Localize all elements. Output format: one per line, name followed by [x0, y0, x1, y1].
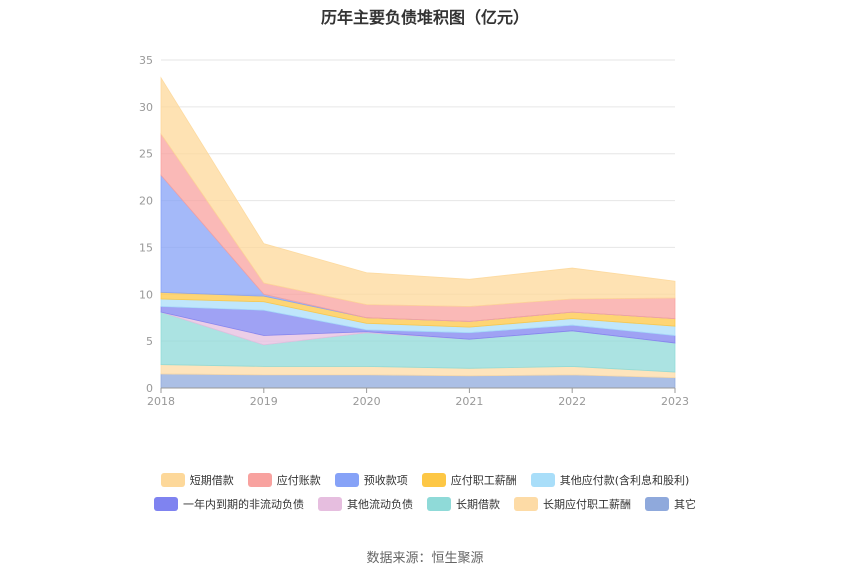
legend-item[interactable]: 其它 — [645, 496, 696, 512]
y-tick-label: 10 — [139, 288, 153, 301]
legend-label: 长期应付职工薪酬 — [543, 498, 631, 511]
x-tick-label: 2020 — [353, 395, 381, 408]
legend-item[interactable]: 一年内到期的非流动负债 — [154, 496, 304, 512]
legend-item[interactable]: 其他流动负债 — [318, 496, 413, 512]
legend-label: 短期借款 — [189, 474, 234, 487]
legend-row: 短期借款 应付账款 预收款项 应付职工薪酬 其他应付款(含利息和股利) — [0, 472, 850, 488]
legend-label: 其他应付款(含利息和股利) — [559, 474, 690, 487]
legend-item[interactable]: 应付职工薪酬 — [421, 472, 517, 488]
x-tick-label: 2022 — [558, 395, 586, 408]
chart-title: 历年主要负债堆积图（亿元） — [320, 8, 529, 27]
legend-item[interactable]: 长期借款 — [427, 496, 500, 512]
x-tick-label: 2018 — [147, 395, 175, 408]
legend-label: 应付账款 — [276, 474, 321, 487]
x-tick-label: 2021 — [455, 395, 483, 408]
legend-swatch — [645, 497, 669, 511]
legend-swatch — [154, 497, 178, 511]
y-tick-label: 0 — [146, 382, 153, 395]
legend-label: 一年内到期的非流动负债 — [183, 498, 304, 511]
legend-label: 长期借款 — [456, 498, 500, 511]
legend: 短期借款 应付账款 预收款项 应付职工薪酬 其他应付款(含利息和股利) 一年内到期的非流动… — [0, 472, 850, 520]
legend-item[interactable]: 短期借款 — [160, 472, 234, 488]
x-tick-label: 2019 — [250, 395, 278, 408]
area-series-9[interactable] — [160, 76, 676, 307]
legend-item[interactable]: 应付账款 — [247, 472, 321, 488]
legend-swatch — [421, 473, 446, 487]
y-tick-label: 15 — [139, 241, 153, 254]
legend-item[interactable]: 其他应付款(含利息和股利) — [530, 472, 690, 488]
legend-swatch — [334, 473, 359, 487]
legend-label: 其他流动负债 — [347, 498, 413, 511]
legend-swatch — [318, 497, 342, 511]
legend-label: 其它 — [674, 498, 696, 511]
legend-item[interactable]: 预收款项 — [334, 472, 408, 488]
y-tick-label: 5 — [146, 335, 153, 348]
legend-swatch — [427, 497, 451, 511]
tick-labels: 0 5 10 15 20 25 30 35 2018 2019 2020 2021 2022 2023 — [139, 54, 689, 408]
area-series-0[interactable] — [160, 373, 676, 389]
y-tick-label: 20 — [139, 195, 153, 208]
data-source: 数据来源：恒生聚源 — [366, 551, 484, 566]
legend-label: 预收款项 — [363, 474, 408, 487]
legend-row: 一年内到期的非流动负债 其他流动负债 长期借款 长期应付职工薪酬 其它 — [0, 496, 850, 512]
legend-label: 应付职工薪酬 — [450, 474, 517, 487]
y-tick-label: 35 — [139, 54, 153, 67]
legend-item[interactable]: 长期应付职工薪酬 — [514, 496, 631, 512]
y-tick-label: 30 — [139, 101, 153, 114]
area-series — [160, 76, 676, 389]
y-tick-label: 25 — [139, 148, 153, 161]
legend-swatch — [530, 473, 555, 487]
x-axis — [160, 387, 676, 393]
legend-swatch — [514, 497, 538, 511]
legend-swatch — [247, 473, 272, 487]
x-tick-label: 2023 — [661, 395, 689, 408]
legend-swatch — [160, 473, 185, 487]
